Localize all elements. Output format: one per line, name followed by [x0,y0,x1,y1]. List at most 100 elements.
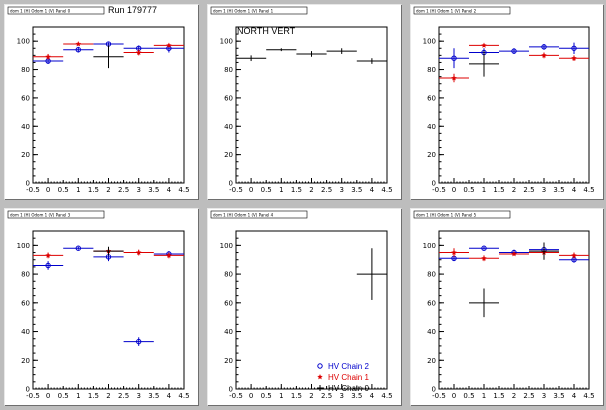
pad-edge [4,208,199,406]
marker-star [317,374,323,380]
data-point [559,252,589,259]
y-tick-label: 20 [21,357,30,365]
pad-title-box [413,210,511,219]
y-tick-label: 60 [21,94,30,102]
x-tick-label: -0.5 [432,392,446,400]
series-chain0 [236,48,387,64]
marker-star [451,249,457,255]
pad-background [207,4,402,200]
data-point [326,48,357,54]
x-tick-label: 3 [542,392,546,400]
x-tick-label: 2 [106,186,110,194]
plot-pad-3: dom 1 (H) Odom 1 (V) Panel 2-0.5 0 0.5 1 1.5… [410,4,604,200]
legend: HV Chain 2 HV Chain 1 HV Chain 0 [317,362,369,393]
legend-label: HV Chain 1 [328,373,369,382]
data-point [236,55,267,62]
x-tick-label: 3 [339,392,343,400]
pad-background [4,208,199,406]
x-axis: -0.5 0 0.5 1 1.5 2 2.5 3 3.5 4 4.5 [432,178,595,194]
y-tick-label: 40 [224,123,233,131]
x-tick-label: 1 [279,186,283,194]
marker-circle [45,262,51,269]
pad-edge [410,4,604,200]
pad-background [410,4,604,200]
x-tick-label: 2.5 [118,186,129,194]
data-point [356,58,387,64]
marker-star [135,249,142,255]
y-tick-label: 80 [427,271,436,279]
y-tick-label: 100 [220,38,233,46]
x-tick-label: 2.5 [118,392,129,400]
x-tick-label: 4.5 [178,186,189,194]
y-tick-label: 20 [21,151,30,159]
data-point [63,245,94,251]
x-tick-label: 3 [339,186,343,194]
marker-circle [511,48,517,54]
data-point [499,250,529,257]
x-tick-label: 1 [482,186,486,194]
legend-entry: HV Chain 1 [317,373,369,382]
x-tick-label: 2.5 [523,186,534,194]
marker-star [166,252,172,258]
pad-title: dom 1 (H) Odom 1 (V) Panel 4 [210,210,308,219]
plot-pad-5: dom 1 (H) Odom 1 (V) Panel 4-0.5 0 0.5 1 1.5… [207,208,402,406]
data-point [296,51,327,57]
y-tick-label: 20 [224,357,233,365]
pad-title-text: dom 1 (H) Odom 1 (V) Panel 4 [213,212,274,217]
pad-edge [410,208,604,406]
pad-edge [207,4,402,200]
series-chain1 [439,248,589,262]
x-tick-label: 0 [46,186,50,194]
x-tick-label: 0 [452,186,456,194]
y-tick-label: 80 [21,271,30,279]
x-axis: -0.5 0 0.5 1 1.5 2 2.5 3 3.5 4 4.5 [26,384,190,400]
y-tick-label: 60 [21,299,30,307]
pad-title-box [7,210,105,219]
y-axis: 0 20 40 60 80 100 [220,26,241,188]
marker-star [451,75,457,81]
x-tick-label: 4 [167,392,172,400]
pad-title-text: dom 1 (H) Odom 1 (V) Panel 2 [416,8,477,13]
plot-annotation: Run 179777 [108,5,157,15]
marker-star [45,53,51,60]
x-tick-label: 0 [46,392,50,400]
x-tick-label: 0.5 [463,392,474,400]
marker-star [135,49,142,55]
x-tick-label: 1.5 [493,392,504,400]
y-tick-label: 20 [427,151,436,159]
data-point [469,42,499,48]
y-tick-label: 80 [224,66,233,74]
marker-star [541,52,547,58]
data-point [63,41,94,47]
x-axis: -0.5 0 0.5 1 1.5 2 2.5 3 3.5 4 4.5 [229,178,393,194]
pad-title: dom 1 (H) Odom 1 (V) Panel 3 [7,210,105,219]
x-tick-label: 2 [106,392,110,400]
pad-title-text: dom 1 (H) Odom 1 (V) Panel 5 [416,212,477,217]
marker-star [571,55,577,61]
x-tick-label: 1.5 [291,392,302,400]
series-chain2 [439,245,589,263]
x-tick-label: 3.5 [148,392,159,400]
marker-circle [317,363,323,369]
y-axis: 0 20 40 60 80 100 [17,230,38,394]
series-chain0 [93,246,124,256]
x-tick-label: 1 [76,186,80,194]
data-point [356,248,387,300]
pad-title-box [413,6,511,15]
x-tick-label: 1.5 [493,186,504,194]
y-tick-label: 40 [224,328,233,336]
data-point [559,42,589,54]
x-tick-label: -0.5 [229,186,243,194]
y-tick-label: 0 [26,386,30,394]
marker-circle [136,338,142,345]
data-point [33,261,64,270]
x-tick-label: -0.5 [26,186,40,194]
plot-pad-4: dom 1 (H) Odom 1 (V) Panel 3-0.5 0 0.5 1 1.5… [4,208,199,406]
x-tick-label: 0.5 [261,392,272,400]
x-tick-label: 0.5 [58,186,69,194]
x-tick-label: 3 [542,186,546,194]
data-point [469,255,499,262]
legend-label: HV Chain 2 [328,362,369,371]
data-point [153,252,184,259]
data-point [123,49,154,56]
